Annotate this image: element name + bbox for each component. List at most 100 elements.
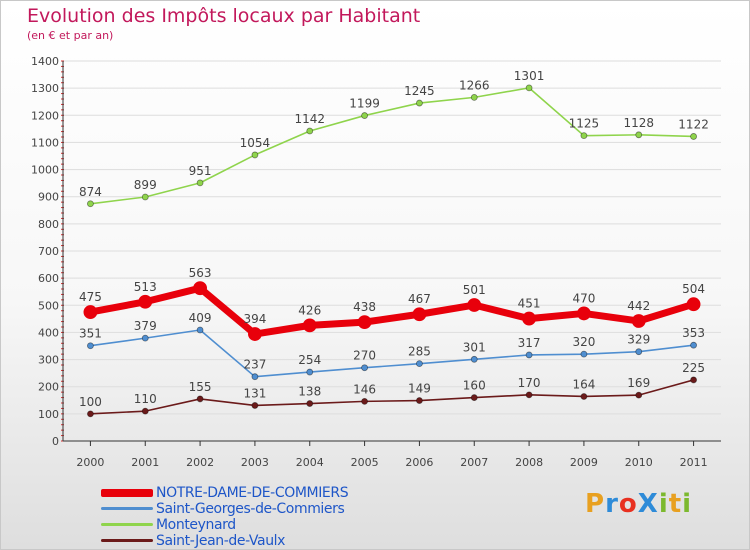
data-point-notre-dame-de-commiers <box>412 307 427 322</box>
data-label-saint-jean-de-vaulx: 169 <box>627 376 650 390</box>
y-tick-label: 1000 <box>31 164 59 177</box>
data-point-saint-jean-de-vaulx <box>251 402 259 409</box>
data-point-monteynard <box>87 200 94 208</box>
data-point-saint-georges-de-commiers <box>525 351 533 359</box>
x-tick-label: 2000 <box>76 456 104 469</box>
logo-letter: i <box>682 489 693 519</box>
data-label-saint-georges-de-commiers: 320 <box>572 335 595 349</box>
data-label-monteynard: 1128 <box>623 116 654 130</box>
data-label-monteynard: 951 <box>189 164 212 178</box>
data-label-saint-jean-de-vaulx: 170 <box>518 376 541 390</box>
data-point-notre-dame-de-commiers <box>138 294 153 309</box>
y-tick-label: 1200 <box>31 109 59 122</box>
data-label-notre-dame-de-commiers: 501 <box>463 283 486 297</box>
y-tick-label: 1300 <box>31 82 59 95</box>
data-point-monteynard <box>635 131 643 139</box>
data-point-saint-jean-de-vaulx <box>690 376 697 384</box>
data-point-saint-georges-de-commiers <box>251 373 259 381</box>
data-point-notre-dame-de-commiers <box>467 298 482 312</box>
data-point-saint-georges-de-commiers <box>196 326 204 334</box>
data-point-notre-dame-de-commiers <box>686 297 701 312</box>
data-label-saint-jean-de-vaulx: 149 <box>408 382 431 396</box>
data-point-monteynard <box>196 179 204 187</box>
y-tick-label: 900 <box>38 191 59 204</box>
grid-layer <box>63 60 721 442</box>
data-point-saint-georges-de-commiers <box>580 350 588 358</box>
legend-label: Saint-Jean-de-Vaulx <box>156 533 286 549</box>
data-label-saint-georges-de-commiers: 329 <box>627 333 650 347</box>
y-tick-label: 1400 <box>31 55 59 68</box>
data-point-notre-dame-de-commiers <box>631 314 646 328</box>
data-label-notre-dame-de-commiers: 442 <box>627 299 650 313</box>
x-tick-label: 2008 <box>515 456 543 469</box>
data-label-saint-georges-de-commiers: 351 <box>79 327 102 341</box>
x-tick-label: 2003 <box>241 456 269 469</box>
logo-letter: o <box>618 489 638 519</box>
data-point-saint-jean-de-vaulx <box>306 400 314 407</box>
legend-label: NOTRE-DAME-DE-COMMIERS <box>156 485 349 501</box>
data-label-notre-dame-de-commiers: 475 <box>79 290 102 304</box>
y-tick-label: 800 <box>38 218 59 231</box>
logo-letter: i <box>658 489 669 519</box>
data-label-monteynard: 1122 <box>678 117 709 131</box>
data-label-monteynard: 1054 <box>240 136 271 150</box>
data-point-saint-georges-de-commiers <box>87 342 94 350</box>
x-tick-label: 2005 <box>351 456 379 469</box>
data-point-saint-jean-de-vaulx <box>141 407 149 415</box>
legend-swatch <box>101 489 153 497</box>
data-point-saint-georges-de-commiers <box>416 360 423 368</box>
data-label-monteynard: 899 <box>134 178 157 192</box>
y-tick-label: 200 <box>38 381 59 394</box>
data-point-saint-jean-de-vaulx <box>416 397 423 404</box>
series-line-saint-georges-de-commiers <box>89 329 695 378</box>
data-label-notre-dame-de-commiers: 513 <box>134 280 157 294</box>
data-point-notre-dame-de-commiers <box>193 281 207 296</box>
data-label-saint-jean-de-vaulx: 138 <box>298 385 321 399</box>
x-tick-label: 2010 <box>625 456 653 469</box>
data-point-notre-dame-de-commiers <box>577 306 591 321</box>
y-tick-label: 1100 <box>31 136 59 149</box>
data-point-monteynard <box>361 112 368 119</box>
series-line-monteynard <box>89 87 695 205</box>
chart-title: Evolution des Impôts locaux par Habitant <box>27 5 421 27</box>
logo-letter: X <box>637 489 659 519</box>
series-line-saint-jean-de-vaulx <box>89 379 695 415</box>
data-label-monteynard: 1245 <box>404 84 435 98</box>
data-label-saint-jean-de-vaulx: 155 <box>189 380 212 394</box>
data-point-saint-georges-de-commiers <box>635 348 643 356</box>
data-label-saint-georges-de-commiers: 353 <box>682 326 705 340</box>
data-label-monteynard: 874 <box>79 185 102 199</box>
series-layer <box>83 84 701 418</box>
data-point-monteynard <box>525 84 533 92</box>
data-point-saint-jean-de-vaulx <box>361 397 368 405</box>
data-point-saint-georges-de-commiers <box>470 355 478 363</box>
data-point-notre-dame-de-commiers <box>302 318 317 333</box>
logo-letter: P <box>585 489 606 519</box>
data-label-saint-jean-de-vaulx: 100 <box>79 395 102 409</box>
data-label-notre-dame-de-commiers: 563 <box>189 266 212 280</box>
data-point-saint-georges-de-commiers <box>306 368 314 376</box>
legend-label: Saint-Georges-de-Commiers <box>156 501 345 517</box>
logo-letter: t <box>668 489 683 519</box>
data-label-notre-dame-de-commiers: 504 <box>682 282 705 296</box>
logo-letter: r <box>605 489 619 519</box>
data-point-notre-dame-de-commiers <box>357 315 372 330</box>
data-label-saint-georges-de-commiers: 254 <box>298 353 321 367</box>
data-label-saint-jean-de-vaulx: 160 <box>463 379 486 393</box>
data-label-notre-dame-de-commiers: 451 <box>518 297 541 311</box>
data-label-saint-jean-de-vaulx: 146 <box>353 382 376 396</box>
x-tick-label: 2004 <box>296 456 324 469</box>
data-point-saint-jean-de-vaulx <box>525 391 533 399</box>
data-point-monteynard <box>690 133 697 140</box>
data-point-saint-jean-de-vaulx <box>470 394 478 401</box>
x-tick-label: 2002 <box>186 456 214 469</box>
data-label-notre-dame-de-commiers: 426 <box>298 303 321 317</box>
data-label-monteynard: 1266 <box>459 78 490 92</box>
legend-swatch <box>101 523 153 526</box>
data-label-saint-georges-de-commiers: 409 <box>189 311 212 325</box>
y-tick-label: 500 <box>38 299 59 312</box>
data-point-monteynard <box>306 127 314 135</box>
y-tick-label: 400 <box>38 326 59 339</box>
